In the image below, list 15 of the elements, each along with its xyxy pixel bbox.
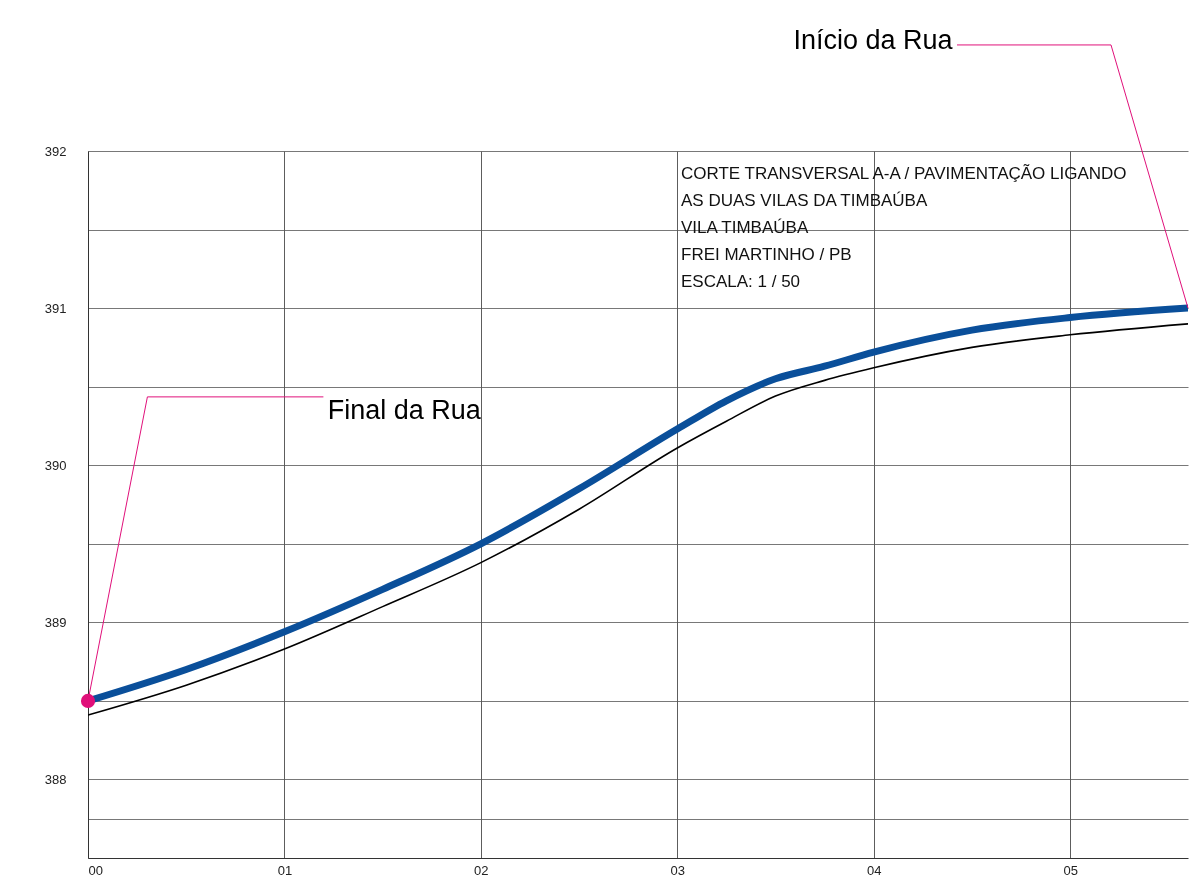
x-tick-label: 04 [866, 862, 882, 878]
y-tick-label: 389 [44, 614, 67, 630]
y-tick-label: 390 [44, 457, 67, 473]
x-tick-label: 02 [474, 862, 489, 878]
y-tick-label: 391 [44, 300, 67, 316]
annotation: ESCALA: 1 / 50 [681, 272, 801, 291]
y-tick-label: 392 [44, 143, 67, 159]
annotation: Início da Rua [793, 24, 954, 55]
y-tick-label: 388 [44, 771, 67, 787]
x-tick-label: 03 [670, 862, 686, 878]
annotation: FREI MARTINHO / PB [681, 245, 852, 264]
x-tick-label: 01 [277, 862, 293, 878]
annotation: Final da Rua [327, 394, 482, 425]
x-tick-label: 05 [1063, 862, 1078, 878]
x-tick-label: 00 [88, 862, 103, 878]
